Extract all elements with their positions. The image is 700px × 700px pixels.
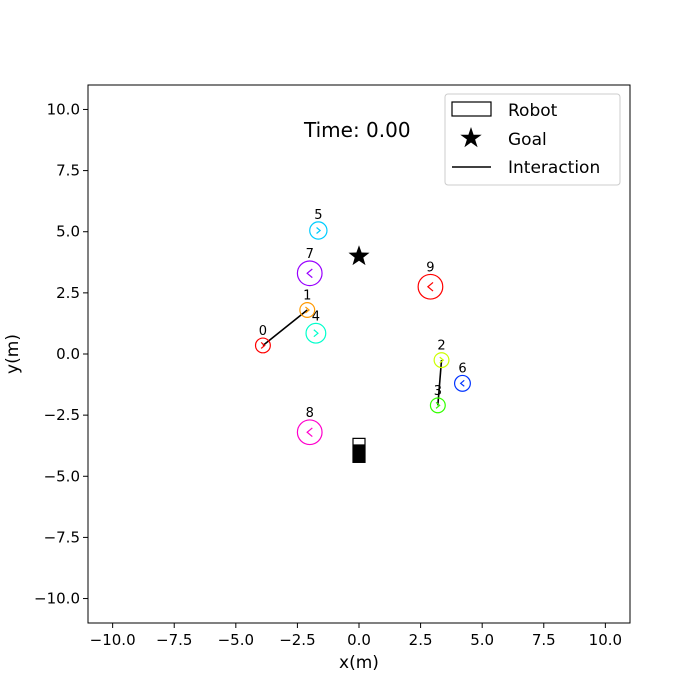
heading-arrow: [313, 329, 319, 338]
human-agent: 0: [254, 324, 271, 354]
human-circle: [309, 221, 328, 240]
human-id-label: 4: [312, 309, 320, 324]
interaction-line: [262, 309, 308, 347]
human-id-label: 8: [306, 406, 314, 421]
x-tick-label: −7.5: [156, 631, 192, 649]
y-tick-label: 0.0: [56, 345, 80, 363]
x-tick-label: 7.5: [532, 631, 556, 649]
human-agent: 9: [417, 260, 444, 300]
human-id-label: 0: [259, 324, 267, 339]
human-agent: 5: [309, 208, 328, 240]
heading-arrow: [260, 341, 266, 349]
y-tick-label: −2.5: [44, 406, 80, 424]
human-id-label: 7: [306, 247, 314, 262]
heading-arrow: [306, 427, 313, 438]
human-agent: 1: [299, 289, 316, 318]
legend-goal-label: Goal: [508, 130, 547, 150]
human-id-label: 6: [458, 361, 466, 376]
y-tick-label: −5.0: [44, 467, 80, 485]
goal-star: [348, 245, 370, 266]
heading-arrow: [426, 281, 434, 292]
human-circle: [417, 273, 444, 300]
human-agent: 4: [305, 309, 327, 344]
ticks-layer: −10.0 −7.5 −5.0 −2.5 0.0 2.5 5.0 7.5 10.010.07.5…: [34, 100, 622, 649]
heading-arrow: [459, 379, 465, 387]
human-id-label: 5: [314, 208, 322, 223]
x-tick-label: −5.0: [218, 631, 254, 649]
x-tick-label: 0.0: [347, 631, 371, 649]
x-tick-label: 10.0: [589, 631, 622, 649]
heading-arrow: [305, 306, 311, 314]
human-id-label: 1: [303, 289, 311, 304]
human-id-label: 3: [434, 384, 442, 399]
legend: Robot Goal Interaction: [444, 93, 621, 186]
human-circle: [254, 337, 271, 354]
y-tick-label: 5.0: [56, 223, 80, 241]
human-agent: 3: [429, 384, 446, 414]
human-agent: 2: [433, 339, 450, 369]
legend-interaction-label: Interaction: [508, 158, 600, 178]
y-axis-label: y(m): [3, 334, 23, 374]
time-text: Time: 0.00: [303, 118, 411, 142]
robot-fill: [353, 444, 365, 463]
human-circle: [296, 260, 323, 287]
heading-arrow: [439, 356, 445, 364]
robot-marker: [352, 437, 366, 463]
human-id-label: 2: [437, 339, 445, 354]
human-circle: [429, 397, 446, 414]
legend-frame: [444, 93, 621, 186]
x-tick-label: −10.0: [90, 631, 136, 649]
y-tick-label: −7.5: [44, 528, 80, 546]
x-tick-label: −2.5: [279, 631, 315, 649]
y-tick-label: 7.5: [56, 162, 80, 180]
human-agent: 7: [296, 247, 323, 287]
x-axis-label: x(m): [339, 653, 379, 673]
human-agent: 8: [296, 406, 323, 446]
human-circle: [433, 352, 450, 369]
legend-robot-label: Robot: [508, 101, 558, 121]
heading-arrow: [435, 401, 441, 409]
x-tick-label: 2.5: [409, 631, 433, 649]
human-circle: [296, 419, 323, 446]
y-tick-label: 2.5: [56, 284, 80, 302]
human-circle: [299, 301, 316, 318]
human-circle: [453, 374, 471, 392]
human-circle: [305, 322, 327, 344]
human-id-label: 9: [426, 260, 434, 275]
heading-arrow: [306, 268, 313, 279]
plot-layer: 0 1 2 3 4 5 6 7 8 9: [254, 208, 471, 463]
x-tick-label: 5.0: [470, 631, 494, 649]
y-tick-label: −10.0: [34, 590, 80, 608]
heading-arrow: [316, 227, 322, 234]
human-agent: 6: [453, 361, 471, 392]
legend-robot-marker: [451, 101, 492, 117]
legend-goal-marker: [460, 127, 482, 148]
y-tick-label: 10.0: [47, 100, 80, 118]
